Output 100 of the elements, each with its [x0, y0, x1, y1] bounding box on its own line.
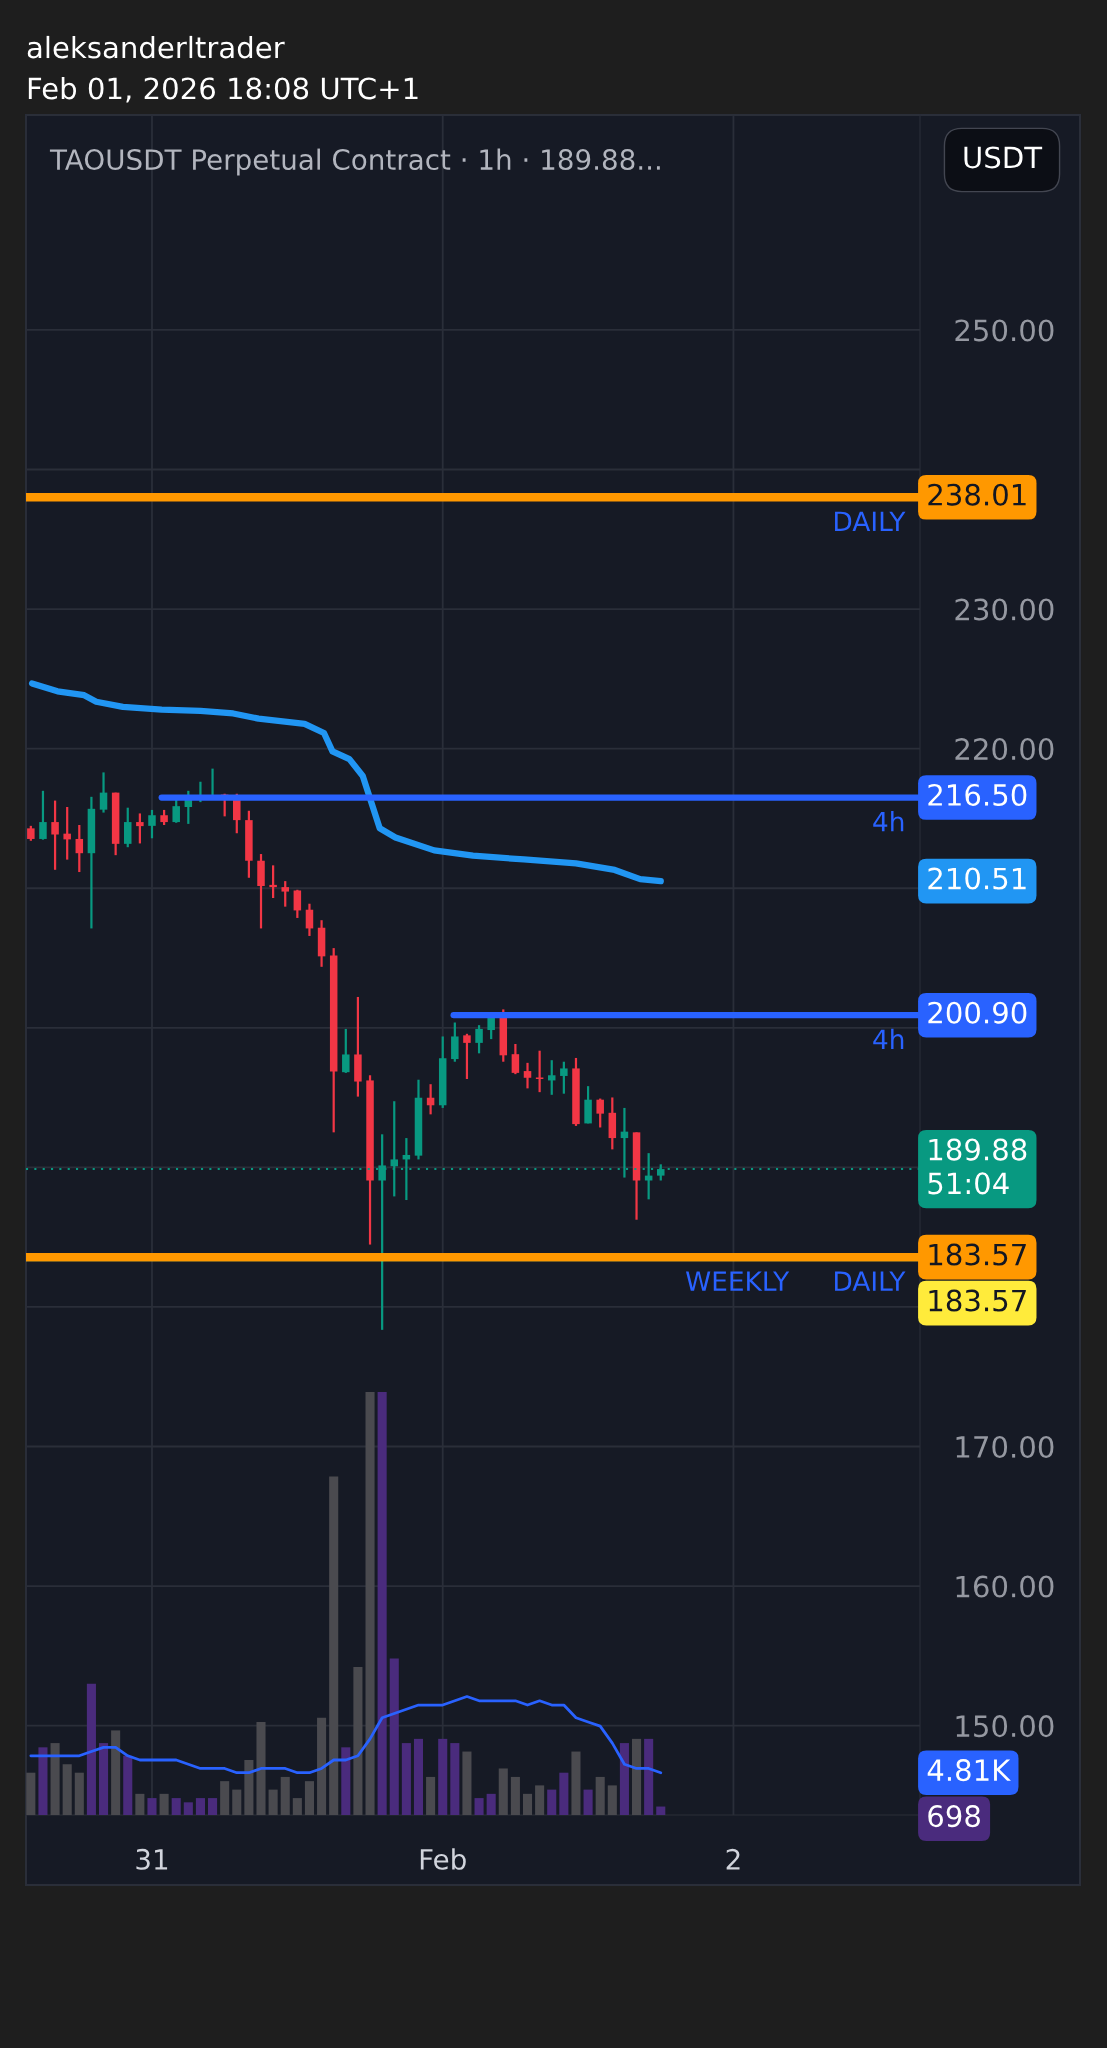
bar: [595, 1776, 605, 1815]
candlestick: [269, 864, 277, 900]
bar: [377, 1392, 387, 1815]
candlestick: [584, 1085, 592, 1125]
bar: [220, 1781, 230, 1815]
text: aleksanderltrader: [27, 35, 285, 59]
bar: [486, 1793, 496, 1815]
bar: [365, 1392, 375, 1815]
candlestick: [305, 902, 314, 938]
bar: [98, 1743, 109, 1815]
candlestick: [148, 808, 156, 840]
text: TAOUSDT Perpetual Contract · 1h · 189.88...: [49, 148, 660, 176]
candlestick: [75, 823, 84, 874]
x-tick-label: 31: [136, 1848, 168, 1870]
candlestick: [451, 1021, 459, 1063]
bar: [38, 1747, 48, 1815]
text: USDT: [964, 146, 1043, 169]
bar: [123, 1755, 133, 1815]
annotation: 183.57: [929, 1289, 1026, 1312]
bar: [317, 1717, 327, 1815]
text: 4.81K: [927, 1759, 1011, 1782]
candlestick: [281, 880, 289, 908]
y-tick-label: 250.00: [955, 319, 1054, 342]
candlestick: [293, 888, 302, 920]
bar: [62, 1764, 72, 1815]
bar: [50, 1743, 60, 1815]
y-tick-label: 170.00: [956, 1435, 1054, 1459]
candlestick: [39, 789, 47, 841]
bar: [147, 1798, 157, 1815]
bar: [111, 1730, 121, 1815]
annotation: 238.01: [928, 483, 1026, 506]
bar: [535, 1785, 545, 1815]
text: Feb 01, 2026 18:08 UTC+1: [28, 76, 418, 103]
bar: [183, 1802, 193, 1815]
bar: [353, 1666, 363, 1815]
bar: [413, 1738, 424, 1815]
bar: [171, 1798, 181, 1815]
bar: [462, 1751, 472, 1815]
text: 698: [928, 1805, 980, 1828]
candlestick: [463, 1032, 471, 1081]
bar: [244, 1760, 254, 1815]
y-tick-label: 160.00: [956, 1575, 1054, 1598]
ref-line-label: WEEKLY: [685, 1271, 790, 1291]
bar: [510, 1776, 520, 1815]
bar: [304, 1781, 315, 1815]
bar: [280, 1776, 290, 1815]
series-label: 4h: [873, 1028, 904, 1049]
bar: [571, 1751, 581, 1815]
bar: [547, 1789, 557, 1815]
series-label: 4h: [873, 811, 904, 832]
bar: [656, 1806, 666, 1815]
candlestick: [136, 812, 144, 845]
candlestick: [560, 1060, 568, 1095]
bar: [438, 1738, 448, 1815]
x-tick-label: 2: [726, 1848, 740, 1870]
bar: [74, 1772, 84, 1815]
bar: [329, 1476, 339, 1815]
bar: [498, 1768, 508, 1815]
candlestick: [51, 799, 59, 871]
annotation: 200.90: [928, 1001, 1027, 1024]
y-tick-label: 230.00: [955, 598, 1054, 621]
bar: [256, 1721, 266, 1815]
bar: [559, 1772, 569, 1815]
bar: [644, 1738, 654, 1815]
bar: [86, 1683, 96, 1815]
bar: [474, 1798, 484, 1815]
candlestick: [596, 1097, 604, 1129]
ref-line-label: DAILY: [835, 1271, 906, 1291]
bar: [292, 1798, 302, 1815]
y-tick-label: 220.00: [955, 738, 1054, 761]
bar: [401, 1743, 411, 1815]
candlestick: [124, 806, 132, 849]
bar: [268, 1789, 278, 1815]
bar: [135, 1793, 145, 1815]
bar: [208, 1798, 218, 1815]
bar: [583, 1789, 593, 1815]
bar: [522, 1793, 533, 1815]
bar: [389, 1658, 399, 1815]
bar: [26, 1772, 36, 1815]
bar: [232, 1789, 242, 1815]
candlestick: [63, 805, 71, 861]
candlestick: [99, 771, 108, 814]
candlestick: [547, 1059, 556, 1096]
text: 210.51: [928, 867, 1026, 890]
bar: [195, 1798, 205, 1815]
candlestick: [523, 1061, 532, 1090]
x-tick-label: Feb: [420, 1848, 466, 1870]
annotation: 189.88 51:04: [928, 1138, 1027, 1195]
ref-line-label: DAILY: [835, 511, 906, 531]
candlestick: [535, 1049, 544, 1094]
bar: [450, 1743, 460, 1815]
candlestick: [511, 1042, 520, 1076]
candlestick: [342, 1027, 350, 1074]
bar: [631, 1738, 642, 1815]
annotation: 216.50: [928, 783, 1027, 806]
bar: [619, 1743, 629, 1815]
bar: [159, 1793, 169, 1815]
annotation: 183.57: [929, 1243, 1026, 1266]
y-tick-label: 150.00: [956, 1715, 1054, 1738]
candlestick: [475, 1024, 483, 1055]
